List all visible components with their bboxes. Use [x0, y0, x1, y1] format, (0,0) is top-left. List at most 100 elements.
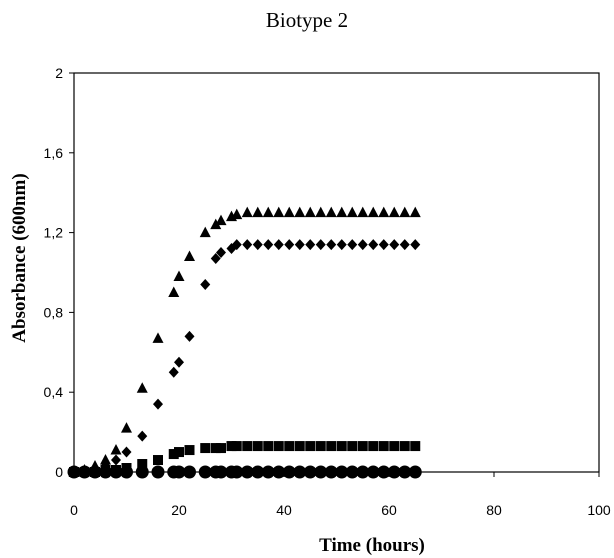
data-point-triangle: [168, 286, 180, 297]
y-tick-label: 0,8: [44, 304, 64, 320]
data-point-circle: [99, 465, 112, 479]
y-tick-label: 0,4: [44, 384, 64, 400]
data-point-square: [305, 441, 316, 452]
data-point-square: [315, 441, 326, 452]
data-point-diamond: [410, 239, 421, 251]
data-point-square: [263, 441, 274, 452]
data-point-square: [357, 441, 368, 452]
x-tick-label: 0: [70, 502, 78, 518]
data-point-circle: [356, 465, 370, 479]
data-point-triangle: [357, 206, 369, 218]
y-axis: 0 0,4 0,8 1,2 1,6 2: [44, 65, 74, 480]
data-point-diamond: [168, 366, 179, 378]
data-point-diamond: [184, 330, 195, 342]
data-point-diamond: [315, 239, 326, 251]
chart-title: Biotype 2: [266, 8, 348, 32]
data-point-square: [273, 441, 284, 452]
y-tick-label: 1,6: [44, 145, 64, 161]
data-point-circle: [387, 465, 401, 479]
plot-area-frame: [73, 72, 600, 473]
data-point-triangle: [283, 206, 295, 218]
data-point-circle: [214, 465, 228, 479]
data-point-square: [174, 447, 184, 458]
data-point-circle: [198, 465, 212, 479]
data-point-triangle: [367, 206, 379, 218]
data-point-square: [226, 441, 237, 452]
data-point-triangle: [378, 206, 390, 218]
data-markers: [67, 206, 422, 479]
data-point-circle: [120, 465, 133, 479]
data-point-square: [378, 441, 389, 452]
data-point-circle: [272, 465, 286, 479]
data-point-diamond: [263, 239, 274, 251]
data-point-diamond: [137, 430, 148, 442]
data-point-triangle: [173, 270, 185, 281]
data-point-triangle: [152, 332, 164, 343]
data-point-square: [389, 441, 400, 452]
data-point-square: [368, 441, 379, 452]
data-point-circle: [345, 465, 359, 479]
data-point-triangle: [199, 226, 211, 238]
data-point-circle: [408, 465, 422, 479]
data-point-triangle: [184, 250, 195, 262]
data-point-diamond: [378, 239, 389, 251]
data-point-triangle: [336, 206, 348, 218]
data-point-triangle: [252, 206, 264, 218]
data-point-diamond: [294, 239, 305, 251]
data-point-triangle: [346, 206, 358, 218]
data-point-square: [284, 441, 295, 452]
data-point-diamond: [153, 398, 163, 410]
data-point-triangle: [121, 422, 132, 433]
y-tick-label: 2: [55, 65, 63, 81]
y-axis-label: Absorbance (600nm): [9, 173, 30, 342]
data-point-triangle: [399, 206, 411, 218]
data-point-diamond: [336, 239, 347, 251]
data-point-circle: [135, 465, 149, 479]
data-point-circle: [398, 465, 412, 479]
x-tick-label: 100: [587, 502, 611, 518]
data-point-triangle: [304, 206, 316, 218]
data-point-circle: [251, 465, 265, 479]
data-point-circle: [88, 465, 102, 479]
data-point-circle: [172, 465, 186, 479]
data-point-triangle: [409, 206, 421, 218]
data-point-diamond: [399, 239, 410, 251]
y-tick-label: 1,2: [44, 225, 64, 241]
data-point-diamond: [305, 239, 316, 251]
x-tick-label: 80: [486, 502, 502, 518]
data-point-circle: [230, 465, 244, 479]
data-point-diamond: [273, 239, 284, 251]
data-point-triangle: [241, 206, 253, 218]
data-point-diamond: [347, 239, 358, 251]
data-point-diamond: [368, 239, 379, 251]
data-point-diamond: [284, 239, 295, 251]
data-point-diamond: [242, 239, 253, 251]
data-point-triangle: [231, 208, 243, 220]
data-point-square: [294, 441, 305, 452]
data-point-circle: [67, 465, 81, 479]
data-point-diamond: [121, 446, 132, 458]
data-point-triangle: [110, 444, 122, 455]
data-point-square: [347, 441, 358, 452]
data-point-square: [242, 441, 253, 452]
y-tick-label: 0: [55, 464, 63, 480]
x-axis-label: Time (hours): [319, 535, 425, 556]
data-point-triangle: [100, 454, 111, 465]
data-point-square: [410, 441, 421, 452]
data-point-diamond: [111, 454, 121, 466]
data-point-circle: [335, 465, 349, 479]
data-point-circle: [314, 465, 328, 479]
data-point-triangle: [262, 206, 274, 218]
x-tick-label: 60: [381, 502, 397, 518]
data-point-diamond: [357, 239, 368, 251]
data-point-triangle: [273, 206, 285, 218]
data-point-triangle: [325, 206, 337, 218]
data-point-square: [252, 441, 263, 452]
data-point-circle: [366, 465, 380, 479]
data-point-square: [231, 441, 242, 452]
data-point-triangle: [215, 214, 227, 226]
data-point-square: [153, 455, 163, 466]
data-point-square: [326, 441, 337, 452]
data-point-circle: [293, 465, 307, 479]
